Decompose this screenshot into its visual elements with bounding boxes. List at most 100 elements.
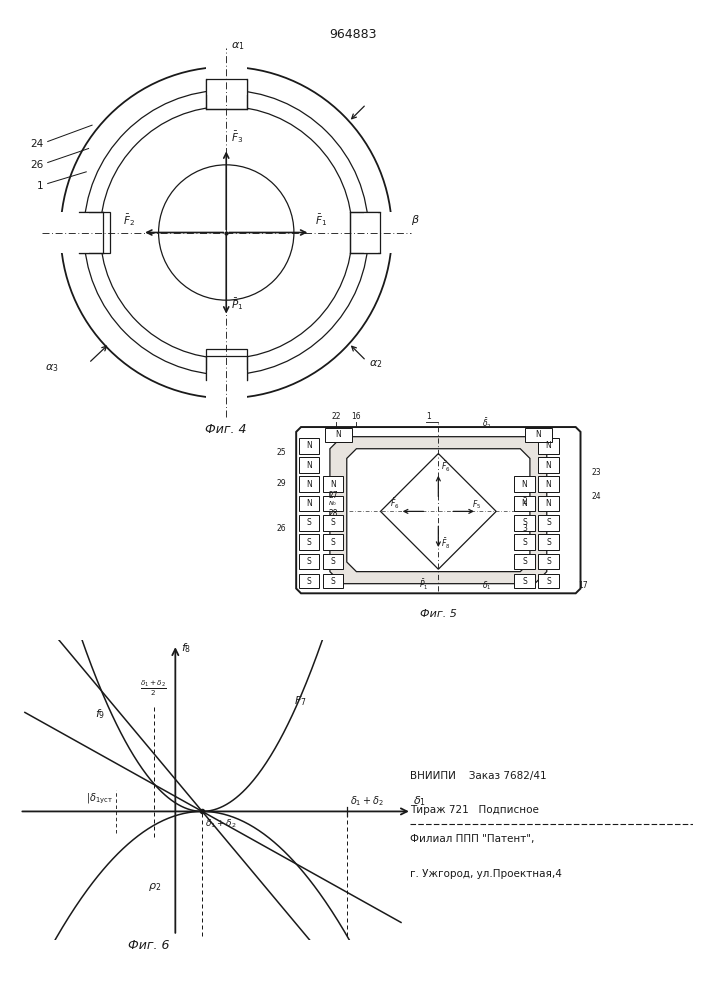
Text: 26: 26: [30, 160, 43, 170]
Bar: [350, 212, 380, 253]
Bar: [538, 476, 559, 492]
Text: S: S: [522, 518, 527, 527]
Text: 964883: 964883: [329, 28, 378, 41]
Text: S: S: [522, 577, 527, 586]
Bar: [514, 534, 534, 550]
Bar: [298, 476, 319, 492]
Bar: [298, 496, 319, 511]
Text: $\bar{F}_6$: $\bar{F}_6$: [440, 460, 450, 474]
Text: 24: 24: [591, 492, 601, 501]
Bar: [538, 457, 559, 473]
Text: Филиал ППП "Патент",: Филиал ППП "Патент",: [410, 834, 534, 844]
Text: S: S: [331, 557, 335, 566]
Bar: [298, 515, 319, 531]
Text: S: S: [331, 538, 335, 547]
Text: N: N: [306, 441, 312, 450]
Text: $\rho_2$: $\rho_2$: [148, 881, 162, 893]
Bar: [538, 496, 559, 511]
Text: N: N: [546, 441, 551, 450]
Text: $\alpha_3$: $\alpha_3$: [45, 362, 59, 374]
Text: $\bar{\delta}_2$: $\bar{\delta}_2$: [481, 416, 491, 431]
Bar: [387, 212, 402, 253]
Text: N: N: [306, 480, 312, 489]
Bar: [514, 554, 534, 569]
Bar: [322, 534, 343, 550]
Polygon shape: [330, 437, 547, 584]
Text: 3: 3: [522, 524, 527, 533]
Text: S: S: [547, 538, 551, 547]
Bar: [298, 574, 319, 588]
Bar: [538, 534, 559, 550]
Polygon shape: [346, 449, 530, 572]
Text: N: N: [522, 480, 527, 489]
Text: $\delta_1+\delta_2$: $\delta_1+\delta_2$: [350, 794, 384, 808]
Text: S: S: [306, 538, 311, 547]
Bar: [514, 515, 534, 531]
Text: 24: 24: [30, 139, 43, 149]
Bar: [322, 496, 343, 511]
Text: 17: 17: [578, 581, 588, 590]
Text: 23: 23: [591, 468, 601, 477]
Text: $f_8$: $f_8$: [181, 641, 191, 655]
Text: 26: 26: [277, 524, 286, 533]
Text: S: S: [522, 538, 527, 547]
Bar: [525, 428, 551, 442]
Bar: [206, 349, 247, 379]
Bar: [364, 212, 378, 253]
Bar: [206, 79, 247, 109]
Bar: [206, 57, 247, 72]
Text: $F_7$: $F_7$: [293, 694, 306, 708]
Text: 27: 27: [329, 491, 339, 500]
Bar: [514, 496, 534, 511]
Bar: [298, 457, 319, 473]
Text: $|\delta_{1\text{уст}}$: $|\delta_{1\text{уст}}$: [86, 791, 114, 806]
Text: N: N: [306, 499, 312, 508]
Text: 22: 22: [331, 412, 341, 421]
Bar: [79, 212, 110, 253]
Text: $F_5$: $F_5$: [472, 499, 481, 511]
Text: $\alpha_2$: $\alpha_2$: [368, 359, 382, 370]
Text: $f_9$: $f_9$: [95, 707, 105, 721]
Bar: [206, 370, 247, 384]
Bar: [322, 476, 343, 492]
Bar: [298, 534, 319, 550]
Text: 29: 29: [277, 479, 286, 488]
Text: N: N: [306, 460, 312, 470]
Text: 28: 28: [329, 509, 338, 518]
Text: Тираж 721   Подписное: Тираж 721 Подписное: [410, 805, 539, 815]
Bar: [322, 515, 343, 531]
Text: $\frac{\delta_1+\delta_2}{2}$: $\frac{\delta_1+\delta_2}{2}$: [141, 678, 167, 698]
Text: S: S: [547, 577, 551, 586]
Text: $\alpha_1$: $\alpha_1$: [231, 40, 245, 52]
Text: 25: 25: [277, 448, 286, 457]
Bar: [74, 212, 88, 253]
Bar: [51, 212, 65, 253]
Text: S: S: [306, 557, 311, 566]
Bar: [325, 428, 351, 442]
Text: N: N: [535, 430, 542, 439]
Text: Фиг. 4: Фиг. 4: [206, 423, 247, 436]
Text: S: S: [306, 577, 311, 586]
Bar: [538, 574, 559, 588]
Text: $\bar{F}_1$: $\bar{F}_1$: [315, 212, 327, 228]
Bar: [206, 81, 247, 95]
Text: г. Ужгород, ул.Проектная,4: г. Ужгород, ул.Проектная,4: [410, 869, 562, 879]
Text: 1: 1: [37, 181, 43, 191]
Text: N: N: [546, 460, 551, 470]
Bar: [514, 574, 534, 588]
Text: N: N: [335, 430, 341, 439]
Text: S: S: [331, 577, 335, 586]
Text: S: S: [547, 557, 551, 566]
Text: $\delta_1$: $\delta_1$: [413, 794, 426, 808]
Text: $\bar{P}_1$: $\bar{P}_1$: [231, 296, 243, 312]
Text: $\delta_1+\delta_2$: $\delta_1+\delta_2$: [205, 817, 237, 830]
Text: $\bar{F}_6$: $\bar{F}_6$: [390, 497, 399, 511]
Text: Фиг. 6: Фиг. 6: [128, 939, 169, 952]
Text: ВНИИПИ    Заказ 7682/41: ВНИИПИ Заказ 7682/41: [410, 771, 547, 781]
Text: $\beta$: $\beta$: [411, 213, 419, 227]
Bar: [322, 554, 343, 569]
Polygon shape: [296, 427, 580, 593]
Bar: [538, 515, 559, 531]
Text: 2: 2: [522, 497, 527, 506]
Text: N: N: [546, 499, 551, 508]
